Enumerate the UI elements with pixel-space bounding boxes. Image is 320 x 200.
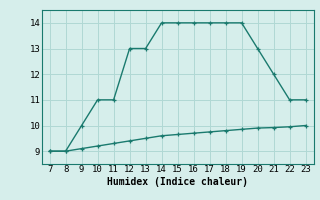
X-axis label: Humidex (Indice chaleur): Humidex (Indice chaleur) bbox=[107, 177, 248, 187]
